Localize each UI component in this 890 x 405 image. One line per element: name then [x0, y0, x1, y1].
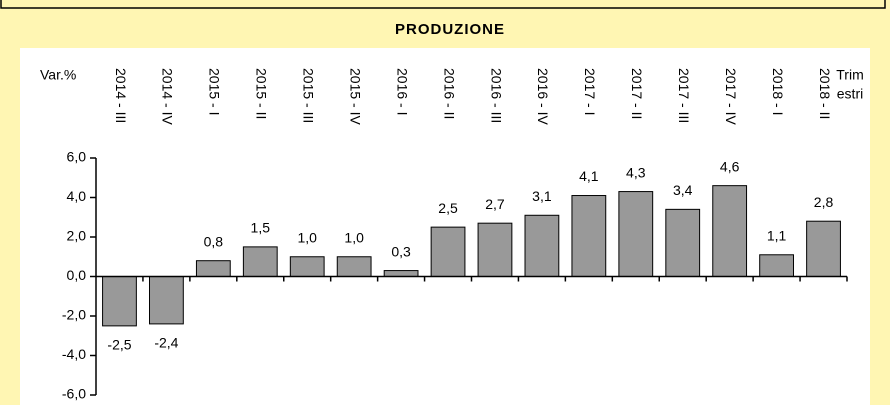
- value-label: 2,7: [485, 196, 505, 212]
- value-label: -2,5: [107, 337, 131, 353]
- y-tick-label: 6,0: [67, 149, 87, 165]
- y-axis-label: Var.%: [40, 67, 76, 83]
- x-tick-label: 2015 - IV: [347, 68, 363, 125]
- x-tick-label: 2016 - I: [394, 68, 410, 115]
- value-label: 1,1: [767, 227, 787, 243]
- x-tick-label: 2018 - II: [817, 68, 833, 119]
- y-tick-label: -4,0: [62, 346, 86, 362]
- x-tick-label: 2017 - III: [676, 68, 692, 123]
- value-label: 3,4: [673, 182, 693, 198]
- value-label: 1,0: [297, 229, 317, 245]
- bar: [383, 270, 419, 278]
- value-label: -2,4: [154, 335, 178, 351]
- x-tick-label: 2014 - IV: [160, 68, 176, 125]
- y-tick-label: -6,0: [62, 386, 86, 402]
- y-tick-label: -2,0: [62, 307, 86, 323]
- bar: [759, 254, 794, 277]
- y-tick-label: 0,0: [67, 267, 87, 283]
- bar: [289, 256, 325, 277]
- bar: [806, 220, 841, 277]
- x-tick-label: 2015 - II: [254, 68, 270, 119]
- value-label: 4,6: [720, 158, 740, 174]
- x-tick-label: 2018 - I: [770, 68, 786, 115]
- x-tick-label: 2015 - I: [207, 68, 223, 115]
- bar: [665, 208, 701, 278]
- x-tick-label: 2017 - II: [629, 68, 645, 119]
- value-label: 4,3: [626, 164, 646, 180]
- x-tick-label: 2017 - IV: [723, 68, 739, 125]
- bar: [195, 260, 231, 278]
- x-tick-label: 2015 - III: [301, 68, 317, 123]
- value-label: 0,3: [391, 243, 411, 259]
- x-tick-label: 2016 - III: [488, 68, 504, 123]
- top-box: [0, 0, 886, 9]
- bar: [618, 191, 654, 277]
- value-label: 4,1: [579, 168, 599, 184]
- bar: [336, 256, 372, 277]
- value-label: 1,5: [251, 220, 271, 236]
- value-label: 2,5: [438, 200, 458, 216]
- value-label: 1,0: [344, 229, 364, 245]
- value-label: 0,8: [204, 233, 224, 249]
- y-tick-label: 2,0: [67, 228, 87, 244]
- value-label: 3,1: [532, 188, 552, 204]
- x-axis-label: Trim: [836, 67, 863, 83]
- bar: [477, 222, 513, 278]
- bar: [524, 214, 560, 277]
- chart-title: PRODUZIONE: [395, 21, 505, 38]
- x-tick-label: 2016 - II: [441, 68, 457, 119]
- x-tick-label: 2016 - IV: [535, 68, 551, 125]
- bar: [102, 276, 137, 327]
- bar: [571, 195, 607, 277]
- x-axis-label: estri: [837, 86, 863, 102]
- y-tick-label: 4,0: [67, 188, 87, 204]
- value-label: 2,8: [814, 194, 834, 210]
- x-tick-label: 2017 - I: [582, 68, 598, 115]
- bar: [430, 226, 466, 277]
- bar: [242, 246, 278, 277]
- x-tick-label: 2014 - III: [113, 68, 129, 123]
- bar: [712, 185, 748, 277]
- bar: [149, 276, 184, 325]
